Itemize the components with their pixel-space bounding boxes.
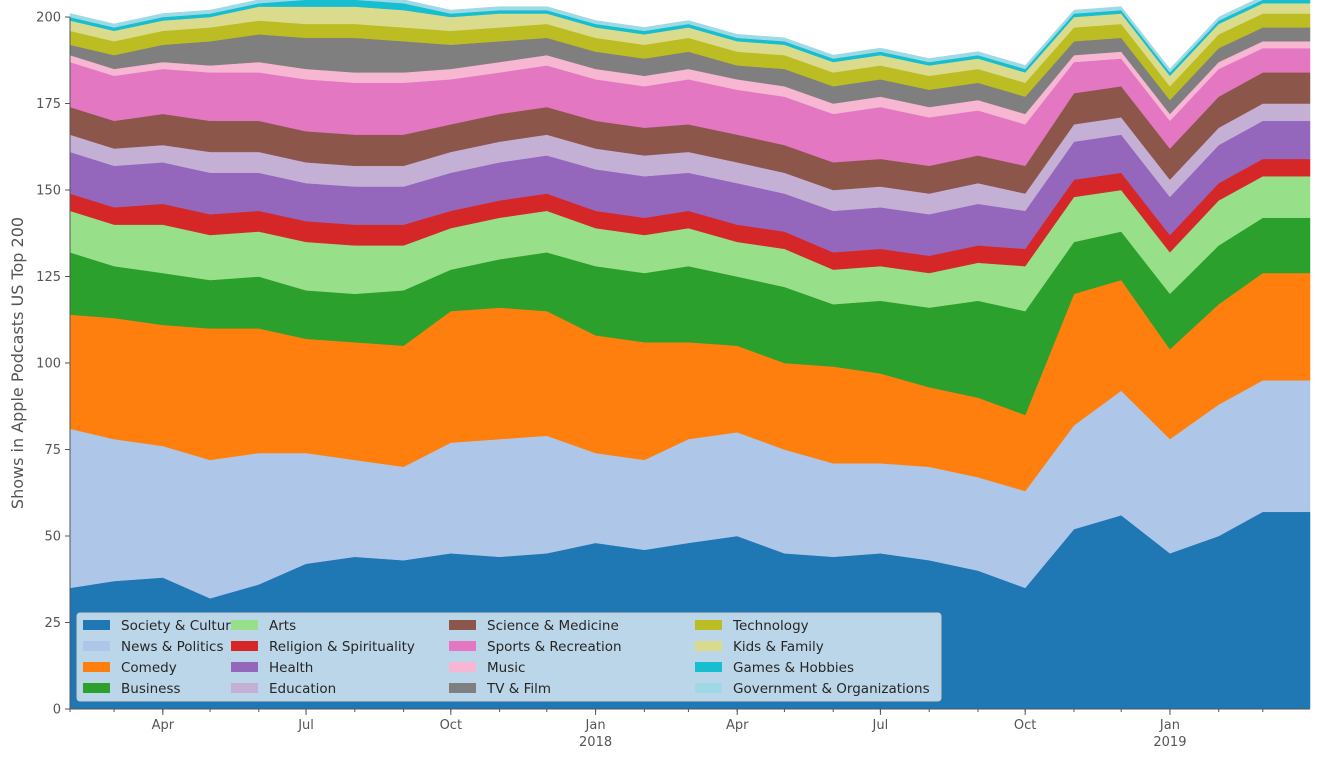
legend-item-news-and-politics: News & Politics <box>83 639 224 655</box>
x-tick-label: Jan <box>1159 718 1180 733</box>
y-tick-label: 125 <box>36 270 61 285</box>
x-tick-label: Oct <box>440 718 462 733</box>
y-tick-label: 200 <box>36 11 61 26</box>
y-tick-label: 100 <box>36 357 61 372</box>
legend-swatch <box>231 683 258 693</box>
legend-label: TV & Film <box>486 681 551 697</box>
y-axis-ticks: 0 25 50 75 100 125 150 175 200 <box>36 11 70 718</box>
y-tick-label: 0 <box>53 703 61 718</box>
x-axis-ticks: Apr Jul Oct Jan 2018 Apr Jul Oct Jan 2019 <box>69 709 1264 750</box>
legend-label: Science & Medicine <box>487 618 619 634</box>
x-tick-label: Jul <box>297 718 314 733</box>
x-tick-label: Jan <box>585 718 606 733</box>
legend-label: Education <box>269 681 336 697</box>
y-tick-label: 25 <box>44 616 61 631</box>
legend-swatch <box>449 620 476 630</box>
legend-swatch <box>83 620 110 630</box>
legend-frame <box>76 612 942 702</box>
legend-swatch <box>231 662 258 672</box>
y-tick-label: 175 <box>36 97 61 112</box>
legend-swatch <box>449 641 476 651</box>
legend-item-games-and-hobbies: Games & Hobbies <box>695 660 854 676</box>
legend-label: News & Politics <box>121 639 224 655</box>
legend-swatch <box>83 683 110 693</box>
legend-label: Music <box>487 660 525 676</box>
legend-swatch <box>231 620 258 630</box>
legend-label: Business <box>121 681 181 697</box>
legend-label: Comedy <box>121 660 177 676</box>
legend: Society & Culture News & Politics Comedy Bu… <box>76 612 942 702</box>
x-tick-label: Apr <box>726 718 749 733</box>
y-tick-label: 75 <box>44 443 61 458</box>
legend-item-technology: Technology <box>695 618 809 634</box>
legend-item-tv-and-film: TV & Film <box>449 681 551 697</box>
legend-item-society-and-culture: Society & Culture <box>83 618 239 634</box>
legend-item-comedy: Comedy <box>83 660 177 676</box>
y-axis-label: Shows in Apple Podcasts US Top 200 <box>8 217 27 509</box>
x-tick-label: Oct <box>1014 718 1036 733</box>
y-tick-label: 150 <box>36 184 61 199</box>
legend-label: Health <box>269 660 313 676</box>
x-tick-label: Jul <box>872 718 889 733</box>
legend-swatch <box>695 662 722 672</box>
legend-item-health: Health <box>231 660 313 676</box>
legend-item-kids-and-family: Kids & Family <box>695 639 824 655</box>
legend-item-religion-and-spirituality: Religion & Spirituality <box>231 639 415 655</box>
legend-item-arts: Arts <box>231 618 296 634</box>
legend-item-music: Music <box>449 660 525 676</box>
area-government-and-organizations <box>69 0 1263 73</box>
legend-label: Government & Organizations <box>733 681 930 697</box>
legend-label: Kids & Family <box>733 639 824 655</box>
legend-label: Technology <box>732 618 809 634</box>
legend-label: Sports & Recreation <box>487 639 622 655</box>
x-tick-year-label: 2018 <box>579 735 612 750</box>
legend-swatch <box>695 641 722 651</box>
legend-item-government-and-organizations: Government & Organizations <box>695 681 930 697</box>
legend-item-sports-and-recreation: Sports & Recreation <box>449 639 622 655</box>
y-tick-label: 50 <box>44 530 61 545</box>
x-tick-year-label: 2019 <box>1153 735 1186 750</box>
legend-swatch <box>231 641 258 651</box>
legend-swatch <box>449 683 476 693</box>
area-layer <box>69 0 1311 710</box>
x-tick-label: Apr <box>152 718 175 733</box>
legend-label: Society & Culture <box>121 618 239 634</box>
legend-item-business: Business <box>83 681 181 697</box>
legend-swatch <box>83 641 110 651</box>
legend-item-science-and-medicine: Science & Medicine <box>449 618 619 634</box>
legend-swatch <box>83 662 110 672</box>
legend-item-education: Education <box>231 681 336 697</box>
legend-swatch <box>449 662 476 672</box>
legend-swatch <box>695 683 722 693</box>
legend-label: Arts <box>269 618 296 634</box>
legend-swatch <box>695 620 722 630</box>
legend-label: Games & Hobbies <box>733 660 854 676</box>
legend-label: Religion & Spirituality <box>269 639 415 655</box>
